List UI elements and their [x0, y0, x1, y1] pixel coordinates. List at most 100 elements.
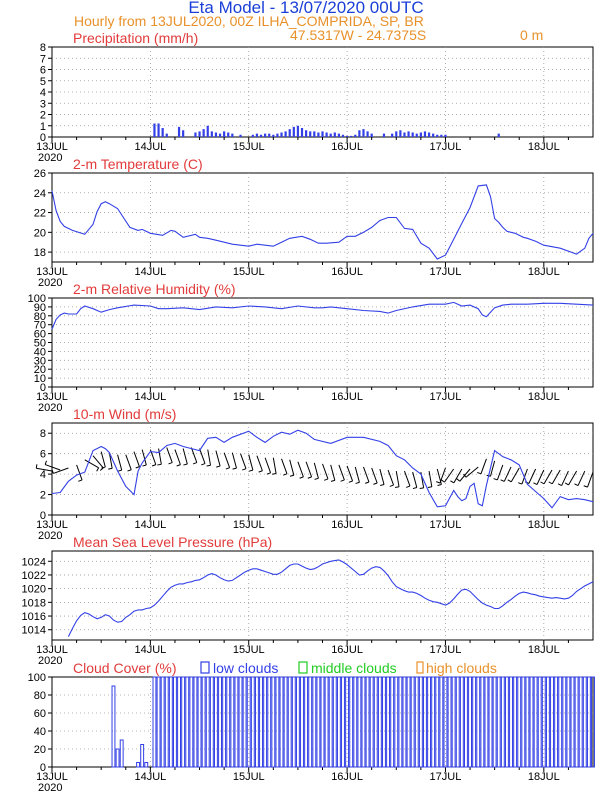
low-cloud-bar	[566, 676, 571, 768]
precip-bar	[333, 132, 336, 137]
low-cloud-bar	[361, 676, 366, 768]
precip-bar	[231, 133, 234, 137]
wind-barb	[256, 455, 263, 471]
y-tick-label: 0	[40, 382, 46, 394]
wind-barb	[577, 470, 586, 486]
precip-bar	[427, 132, 431, 137]
wind-barb	[117, 454, 123, 471]
wind-barb	[141, 449, 147, 466]
low-cloud-bar	[222, 676, 227, 768]
wind-barb-flag	[365, 481, 370, 484]
wind-barb	[158, 448, 162, 465]
wind-barb-flag	[564, 482, 569, 486]
precip-bar	[272, 134, 275, 137]
precip-bar	[399, 130, 402, 137]
y-tick-label: 26	[34, 168, 46, 180]
low-cloud-bar	[529, 676, 534, 768]
low-cloud-bar	[586, 676, 591, 768]
wind-barb	[363, 466, 370, 483]
y-tick-label: 5	[40, 76, 46, 88]
wind-barb	[459, 468, 471, 482]
wind-barb	[133, 451, 140, 467]
y-tick-label: 1020	[22, 584, 46, 596]
low-cloud-bar	[181, 676, 186, 768]
low-cloud-bar	[545, 676, 550, 768]
mslp-series-line	[67, 559, 594, 637]
x-tick-label: 15JUL	[233, 141, 265, 153]
precip-bar	[202, 129, 205, 137]
wind-barb-flag	[427, 486, 432, 488]
x-tick-label: 14JUL	[134, 519, 166, 531]
wind-barb-flag	[183, 463, 188, 466]
low-cloud-bar	[476, 676, 481, 768]
wind-barb-flag	[518, 482, 523, 485]
wind-barb	[480, 458, 487, 474]
wind-barb-flag	[225, 467, 230, 470]
x-tick-label: 16JUL	[331, 519, 363, 531]
wind-barb	[496, 464, 504, 481]
wind-barb-flag	[436, 481, 441, 484]
low-cloud-bar	[578, 676, 583, 768]
low-cloud-bar	[533, 676, 538, 768]
legend-swatch-high	[416, 661, 424, 674]
y-tick-label: 20	[34, 364, 46, 376]
low-cloud-bar	[213, 676, 218, 768]
x-tick-label: 14JUL	[134, 644, 166, 656]
wind-barb	[330, 464, 336, 481]
wind-barb	[76, 464, 83, 481]
y-tick-label: 1014	[22, 625, 46, 637]
x-tick-label: 14JUL	[134, 141, 166, 153]
wind-barb	[84, 459, 99, 469]
panel-title: Cloud Cover (%)	[73, 660, 176, 676]
panel-cloud: 0 20 40 60 80 100 13JUL 14JUL 15JUL 16JUL 17JUL 18J…	[28, 660, 595, 792]
precip-bar	[214, 132, 218, 137]
low-cloud-bar	[341, 676, 345, 768]
y-tick-label: 70	[34, 320, 46, 332]
low-cloud-bar	[332, 676, 337, 768]
y-tick-label: 0	[40, 762, 46, 774]
precip-bar	[341, 134, 345, 137]
wind-barb	[543, 469, 553, 485]
low-cloud-bar	[558, 676, 563, 768]
low-cloud-bar	[193, 676, 198, 768]
precip-bar	[423, 131, 427, 137]
low-cloud-bar	[279, 676, 284, 768]
x-tick-label: 18JUL	[528, 266, 560, 278]
wind-barb	[428, 470, 433, 487]
x-tick-label: 18JUL	[528, 391, 560, 403]
low-cloud-bar	[525, 676, 530, 768]
low-cloud-bar	[295, 676, 300, 768]
low-cloud-bar	[320, 676, 325, 768]
low-cloud-bar	[250, 676, 255, 768]
legend-swatch-middle	[298, 661, 308, 674]
wind-barb	[199, 448, 206, 464]
wind-barb	[403, 470, 411, 487]
precip-bar	[436, 134, 439, 137]
wind-barb-flag	[96, 467, 100, 472]
x-tick-label: 16JUL	[331, 391, 363, 403]
low-cloud-bar	[517, 676, 522, 768]
wind-barb	[536, 469, 545, 485]
wind-barb-flag	[135, 466, 140, 469]
low-cloud-bar	[427, 676, 432, 768]
precip-bar	[407, 131, 410, 137]
panel-frame	[51, 172, 594, 263]
low-cloud-bar	[550, 676, 554, 768]
precip-bar	[325, 132, 328, 137]
precip-bar	[432, 133, 435, 137]
year-label: 2020	[38, 152, 62, 164]
wind-barb	[272, 457, 277, 474]
panel-title: Precipitation (mm/h)	[73, 30, 198, 46]
low-cloud-bar	[480, 676, 485, 768]
precip-bar	[350, 135, 353, 137]
low-cloud-bar	[484, 676, 489, 768]
wind-barb-flag	[437, 483, 442, 486]
low-cloud-bar	[447, 676, 452, 768]
wind-barb	[490, 460, 496, 477]
low-cloud-bar	[504, 676, 509, 768]
location-coordinates: 47.5317W - 24.7375S	[290, 27, 427, 43]
wind-barb-flag	[35, 464, 38, 469]
low-cloud-bar	[115, 748, 120, 768]
wind-barb-flag	[380, 483, 385, 486]
precip-bar	[194, 132, 197, 137]
